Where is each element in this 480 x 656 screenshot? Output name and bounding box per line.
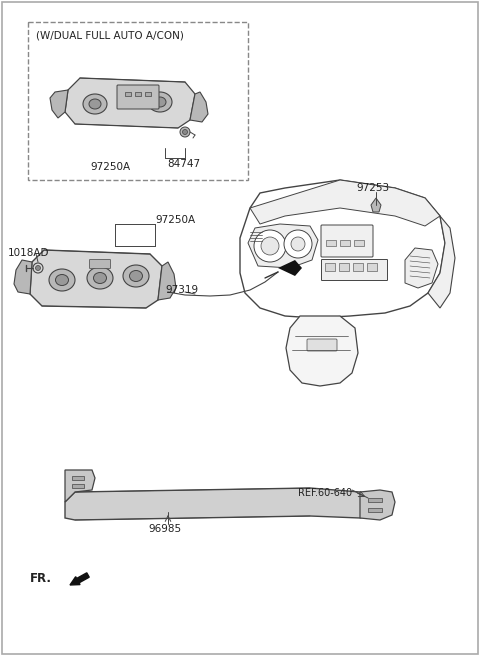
Text: REF.60-640: REF.60-640	[298, 488, 352, 498]
Bar	[368, 498, 382, 502]
Ellipse shape	[148, 92, 172, 112]
Ellipse shape	[89, 99, 101, 109]
Polygon shape	[190, 92, 208, 122]
Text: 97250A: 97250A	[155, 215, 195, 225]
Ellipse shape	[49, 269, 75, 291]
FancyBboxPatch shape	[321, 225, 373, 257]
Polygon shape	[286, 316, 358, 386]
Text: 96985: 96985	[148, 524, 181, 534]
Polygon shape	[248, 224, 318, 268]
Polygon shape	[405, 248, 438, 288]
Text: (W/DUAL FULL AUTO A/CON): (W/DUAL FULL AUTO A/CON)	[36, 30, 184, 40]
Bar	[28, 22, 248, 180]
Bar	[72, 484, 84, 488]
Bar	[340, 240, 350, 246]
FancyBboxPatch shape	[322, 260, 387, 281]
Bar	[326, 240, 336, 246]
Bar	[367, 263, 377, 271]
Bar	[125, 92, 131, 96]
Polygon shape	[158, 262, 176, 300]
Polygon shape	[65, 470, 95, 502]
Ellipse shape	[154, 97, 166, 107]
Ellipse shape	[56, 274, 69, 285]
FancyBboxPatch shape	[117, 85, 159, 109]
Polygon shape	[250, 180, 440, 226]
Text: FR.: FR.	[30, 572, 52, 585]
Text: 97319: 97319	[165, 285, 198, 295]
Circle shape	[33, 263, 43, 273]
Text: 97250A: 97250A	[90, 162, 130, 172]
Polygon shape	[65, 488, 380, 520]
FancyBboxPatch shape	[307, 339, 337, 351]
Bar	[368, 508, 382, 512]
Circle shape	[291, 237, 305, 251]
Ellipse shape	[130, 270, 143, 281]
Polygon shape	[360, 490, 395, 520]
Circle shape	[261, 237, 279, 255]
Polygon shape	[14, 260, 32, 294]
Polygon shape	[50, 90, 68, 118]
Ellipse shape	[123, 265, 149, 287]
Polygon shape	[240, 180, 445, 318]
Polygon shape	[428, 216, 455, 308]
Bar	[72, 476, 84, 480]
Polygon shape	[65, 78, 195, 128]
Circle shape	[182, 129, 188, 134]
Circle shape	[254, 230, 286, 262]
Circle shape	[180, 127, 190, 137]
Bar	[353, 263, 363, 271]
Ellipse shape	[94, 272, 107, 283]
Bar	[339, 263, 349, 271]
Bar	[135, 92, 141, 96]
Text: 97253: 97253	[356, 183, 389, 193]
FancyBboxPatch shape	[89, 260, 110, 268]
Ellipse shape	[87, 267, 113, 289]
Circle shape	[36, 266, 40, 270]
FancyArrow shape	[70, 573, 89, 585]
Polygon shape	[278, 260, 302, 276]
Text: 1018AD: 1018AD	[8, 248, 49, 258]
Bar	[145, 92, 151, 96]
Polygon shape	[371, 198, 381, 212]
Bar	[325, 263, 335, 271]
Circle shape	[284, 230, 312, 258]
Text: 84747: 84747	[167, 159, 200, 169]
Polygon shape	[30, 250, 162, 308]
Ellipse shape	[83, 94, 107, 114]
Bar	[354, 240, 364, 246]
